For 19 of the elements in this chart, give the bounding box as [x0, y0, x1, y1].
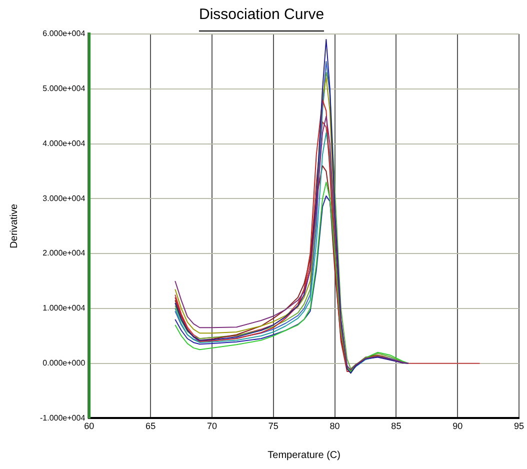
x-tick-label: 75: [268, 421, 278, 432]
chart-title: Dissociation Curve: [198, 6, 324, 24]
x-tick-label: 60: [84, 421, 94, 432]
y-tick-label: -1.000e+004: [40, 413, 86, 422]
y-tick-label: 1.000e+004: [42, 304, 86, 313]
y-tick-label: 5.000e+004: [42, 84, 86, 94]
x-axis-title: Temperature (C): [268, 450, 340, 461]
x-tick-label: 85: [391, 421, 402, 432]
y-tick-label: 0.000e+000: [42, 358, 86, 368]
y-axis-title: Derivative: [8, 203, 20, 248]
x-tick-label: 90: [452, 421, 463, 432]
y-tick-label: 6.000e+004: [42, 29, 86, 38]
x-tick-label: 70: [206, 421, 217, 432]
y-tick-label: 2.000e+004: [42, 248, 86, 258]
x-tick-label: 80: [330, 421, 340, 432]
y-tick-label: 3.000e+004: [42, 194, 86, 203]
y-tick-label: 4.000e+004: [42, 138, 86, 148]
x-tick-label: 65: [146, 421, 156, 432]
x-tick-label: 95: [514, 421, 524, 432]
